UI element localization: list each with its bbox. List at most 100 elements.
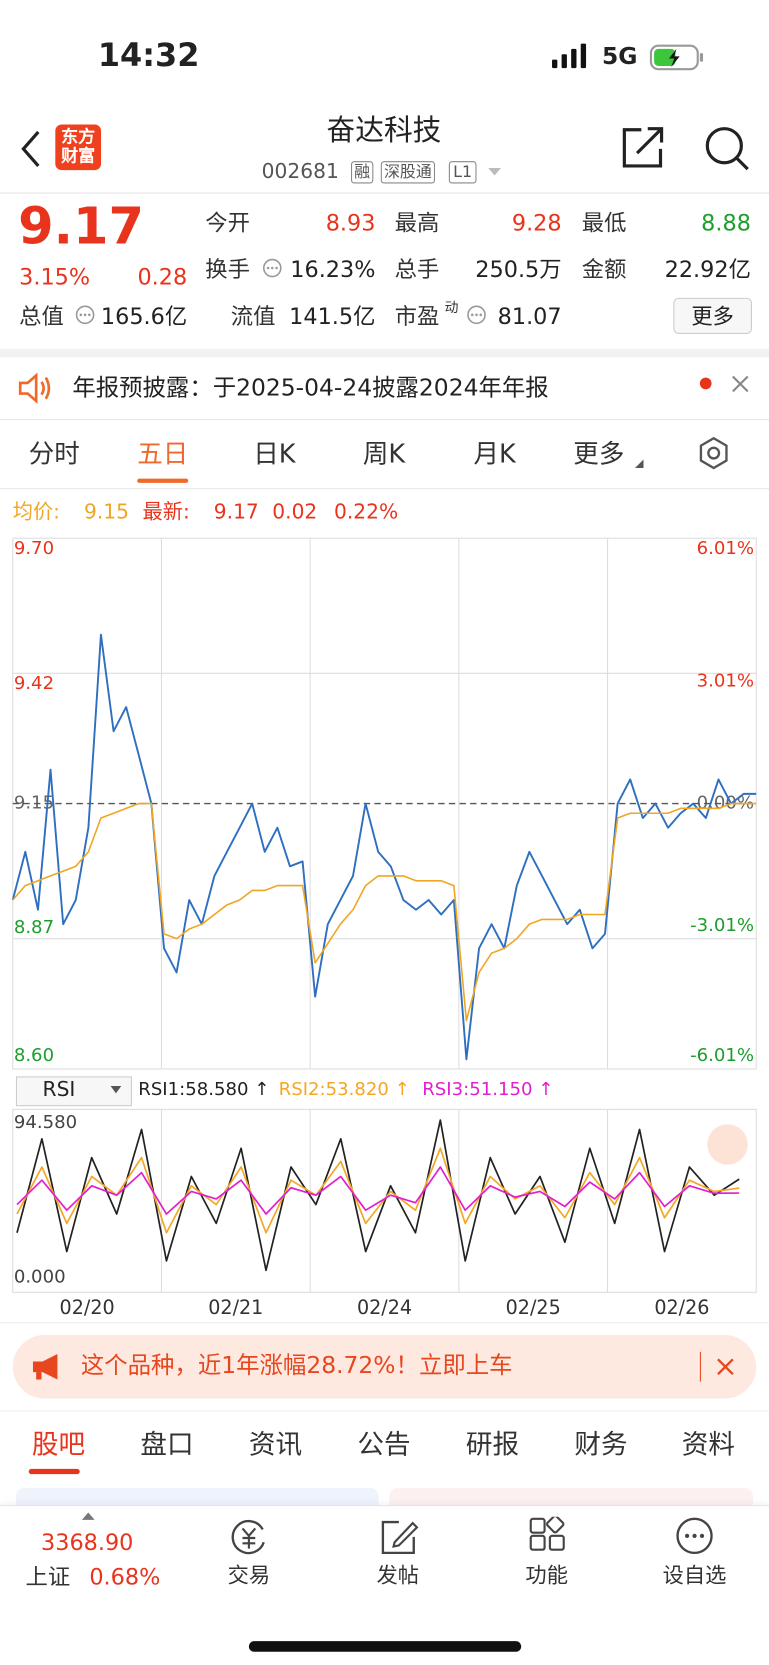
y-tick-label: 8.60 — [14, 1045, 54, 1066]
series-line — [12, 802, 757, 1022]
y2-tick-label: 6.01% — [697, 538, 754, 559]
y2-tick-label: -6.01% — [690, 1045, 754, 1066]
chart-tab[interactable]: 分时 — [28, 439, 80, 470]
divider — [0, 1410, 769, 1412]
divider — [0, 192, 769, 194]
up-arrow — [81, 1512, 95, 1520]
legend-entry: RSI1:58.580 ↑ — [138, 1079, 269, 1100]
x-tick-label: 02/20 — [60, 1296, 115, 1319]
field-value: 81.07 — [497, 303, 562, 330]
card — [15, 1488, 379, 1510]
index-value[interactable]: 3368.90 — [41, 1530, 134, 1556]
nav-label[interactable]: 功能 — [525, 1562, 568, 1588]
field-value: 9.28 — [511, 210, 562, 236]
tag: 深股通 — [380, 161, 436, 184]
search-button[interactable] — [702, 123, 751, 172]
field-label: 市盈 — [394, 303, 440, 330]
trade-icon[interactable] — [228, 1517, 271, 1557]
index-change[interactable]: 0.68% — [89, 1564, 161, 1590]
nav-label[interactable]: 交易 — [227, 1562, 271, 1588]
y-tick-label: 9.42 — [14, 673, 54, 694]
settings-button[interactable] — [697, 436, 731, 470]
info-icon[interactable] — [262, 257, 283, 278]
tab-underline — [28, 1468, 80, 1475]
share-button[interactable] — [620, 123, 667, 170]
y-tick-label: 0.000 — [14, 1266, 66, 1287]
last-value: 9.17 — [213, 500, 259, 524]
field-label: 换手 — [205, 256, 250, 283]
avg-label: 均价: — [12, 500, 60, 524]
index-name[interactable]: 上证 — [25, 1564, 71, 1590]
section-tab[interactable]: 公告 — [357, 1428, 411, 1460]
field-label: 今开 — [205, 210, 250, 236]
section-tab[interactable]: 财务 — [574, 1428, 628, 1460]
chart-tab[interactable]: 月K — [473, 439, 516, 470]
x-tick-label: 02/25 — [506, 1296, 561, 1319]
tag: L1 — [448, 161, 477, 184]
field-value: 22.92亿 — [664, 256, 751, 283]
x-tick-label: 02/26 — [654, 1296, 709, 1319]
field-value: 165.6亿 — [100, 303, 188, 330]
signal-icon — [552, 43, 587, 69]
y-tick-label: 94.580 — [14, 1112, 77, 1133]
section-tab-active[interactable]: 股吧 — [31, 1428, 86, 1460]
back-button[interactable] — [15, 128, 47, 171]
stock-name: 奋达科技 — [326, 114, 442, 148]
tab-underline — [137, 478, 189, 483]
unread-dot — [699, 377, 712, 390]
megaphone-icon — [32, 1353, 58, 1380]
section-tab[interactable]: 资讯 — [248, 1428, 303, 1460]
y2-tick-label: -3.01% — [690, 915, 754, 936]
y-tick-label: 9.70 — [14, 538, 54, 559]
info-icon[interactable] — [466, 304, 487, 325]
nav-label[interactable]: 设自选 — [662, 1562, 727, 1588]
watchlist-icon[interactable] — [674, 1517, 717, 1557]
x-tick-label: 02/21 — [208, 1296, 263, 1319]
chart-tab-active[interactable]: 五日 — [137, 439, 189, 470]
dropdown-icon — [110, 1085, 122, 1094]
app-logo: 东方 财富 — [55, 124, 102, 171]
field-label: 流值 — [230, 303, 276, 330]
function-icon[interactable] — [526, 1516, 569, 1557]
close-button[interactable] — [730, 373, 751, 394]
home-indicator — [248, 1641, 522, 1652]
avg-value: 9.15 — [84, 500, 130, 524]
field-label: 金额 — [581, 256, 627, 283]
field-label: 总手 — [394, 256, 440, 283]
series-line — [16, 1119, 740, 1272]
bottom-nav — [0, 1505, 769, 1665]
field-value: 8.88 — [701, 210, 751, 236]
info-icon[interactable] — [74, 304, 95, 325]
section-tab[interactable]: 研报 — [465, 1428, 520, 1460]
card — [389, 1488, 754, 1510]
charts: 9.709.429.158.878.606.01%3.01%0.00%-3.01… — [11, 537, 757, 1319]
field-label: 总值 — [19, 303, 64, 330]
promo-banner[interactable] — [12, 1334, 757, 1399]
section-tab[interactable]: 资料 — [681, 1428, 735, 1460]
banner-text[interactable]: 这个品种，近1年涨幅28.72%！立即上车 — [80, 1352, 513, 1380]
more-button[interactable]: 更多 — [673, 297, 752, 334]
status-time: 14:32 — [97, 37, 200, 75]
dropdown-icon[interactable] — [487, 166, 502, 177]
indicator-select[interactable] — [15, 1076, 132, 1107]
dropdown-icon — [634, 459, 644, 468]
field-label: 最低 — [581, 210, 627, 236]
chart-tab[interactable]: 周K — [362, 439, 406, 470]
close-button[interactable] — [716, 1357, 735, 1376]
tag: 融 — [350, 161, 374, 184]
notice-text[interactable]: 年报预披露：于2025-04-24披露2024年年报 — [72, 375, 549, 403]
chart-tab[interactable]: 更多 — [573, 439, 625, 470]
chart-tab[interactable]: 日K — [253, 439, 296, 470]
nav-label[interactable]: 发帖 — [376, 1562, 420, 1588]
y-tick-label: 8.87 — [14, 917, 54, 938]
post-icon[interactable] — [378, 1517, 421, 1557]
network: 5G — [602, 43, 638, 71]
banner-divider — [699, 1351, 701, 1382]
section-tab[interactable]: 盘口 — [140, 1428, 194, 1460]
logo-text: 财富 — [61, 145, 96, 166]
x-tick-label: 02/24 — [357, 1296, 412, 1319]
expand-button[interactable] — [707, 1124, 748, 1165]
divider — [0, 348, 769, 358]
indicator-name[interactable]: RSI — [42, 1077, 76, 1102]
